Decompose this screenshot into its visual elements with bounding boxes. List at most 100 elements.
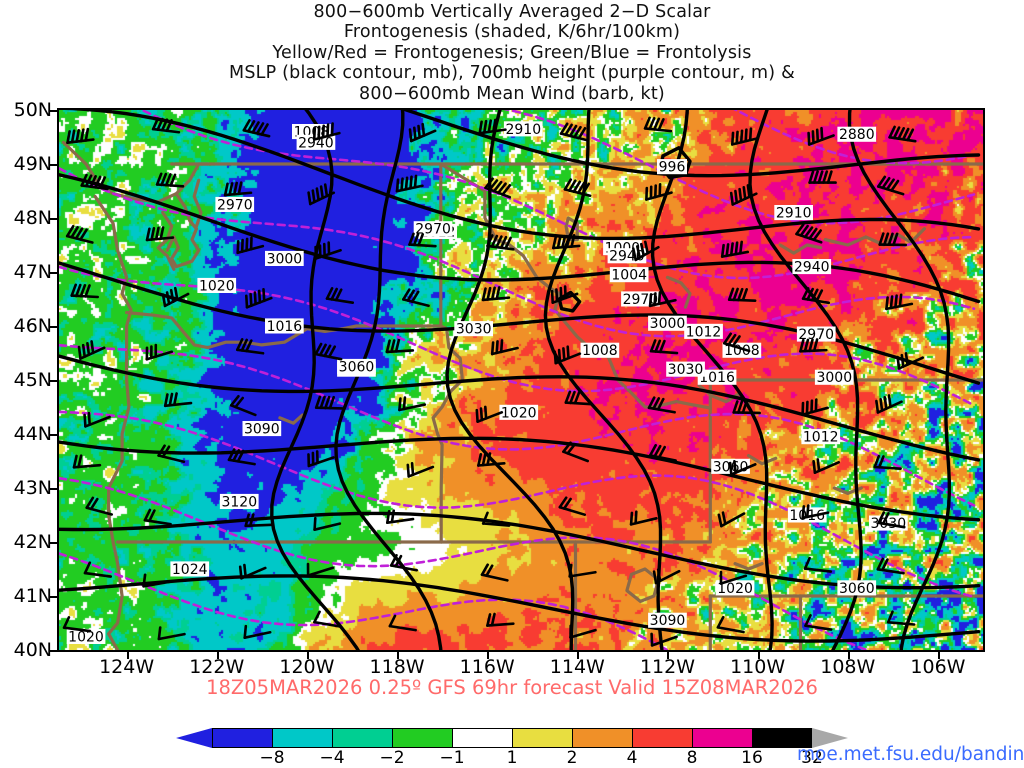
x-axis-tick — [577, 651, 580, 659]
contour-label-halo — [697, 369, 737, 385]
wind-barb-flag — [401, 288, 411, 301]
wind-barb — [85, 496, 114, 516]
wind-barb-flag — [576, 181, 586, 195]
wind-barb-flag — [245, 339, 253, 353]
wind-barb-flag — [412, 232, 420, 247]
wind-barb-flag — [319, 395, 326, 410]
colorbar-segment[interactable] — [452, 728, 512, 748]
colorbar-segments[interactable]: −8 −4 −2 −1 1 2 4 8 16 32 — [176, 728, 848, 768]
wind-barb-flag — [481, 452, 487, 467]
wind-barb-flag — [227, 448, 236, 462]
wind-barb-shaft — [804, 624, 833, 631]
wind-barb-shaft — [803, 567, 833, 573]
colorbar-segment[interactable] — [392, 728, 452, 748]
colorbar-segment[interactable] — [332, 728, 392, 748]
wind-barb-flag — [148, 509, 156, 523]
wind-barb — [385, 509, 415, 525]
wind-barb-flag — [882, 232, 890, 246]
wind-barb-flag — [165, 119, 173, 133]
contour-label-halo — [66, 628, 106, 644]
wind-barb-flag — [879, 397, 884, 412]
wind-barb — [732, 400, 761, 415]
wind-barb-flag — [486, 286, 492, 301]
wind-barb — [722, 332, 751, 353]
wind-barb-shaft — [157, 632, 186, 641]
contour-label-group: 1016 — [265, 318, 304, 335]
wind-barb — [312, 122, 341, 141]
wind-barb-flag — [562, 441, 572, 454]
state-border-line — [431, 324, 464, 544]
wind-barb-flag — [481, 511, 489, 525]
mslp-contour-label: 1024 — [172, 562, 208, 578]
wind-barb-shaft — [313, 522, 342, 532]
y-axis-label: 48N — [13, 207, 52, 229]
colorbar[interactable]: −8 −4 −2 −1 1 2 4 8 16 32 — [176, 728, 848, 768]
y-axis-label: 47N — [13, 261, 52, 283]
colorbar-segment[interactable] — [632, 728, 692, 748]
wind-barb-shaft — [569, 628, 597, 639]
colorbar-segment[interactable] — [752, 728, 812, 748]
wind-barb-flag — [885, 178, 895, 191]
wind-barb — [807, 126, 835, 146]
wind-barb-flag — [728, 461, 733, 476]
height-700mb-contour-label: 2910 — [776, 206, 812, 222]
wind-barb — [480, 563, 509, 582]
wind-barb-flag — [492, 180, 503, 193]
wind-barb-flag — [725, 243, 730, 258]
x-axis-tick — [397, 651, 400, 659]
x-axis-label: 124W — [99, 656, 155, 678]
contour-label-halo — [648, 315, 687, 331]
contour-label-halo — [774, 205, 813, 221]
wind-barb — [83, 561, 113, 578]
wind-barb — [551, 234, 581, 250]
wind-barb-flag — [242, 119, 251, 132]
wind-barb-flag — [748, 127, 753, 142]
wind-barb-flag — [260, 123, 269, 136]
wind-barb — [558, 496, 587, 516]
wind-barb-flag — [652, 117, 661, 131]
wind-barb-flag — [878, 232, 885, 246]
wind-barb-flag — [906, 128, 915, 142]
wind-barb — [716, 615, 745, 634]
contour-label-halo — [413, 221, 453, 237]
state-border-line — [165, 192, 201, 269]
wind-barb-flag — [563, 285, 567, 300]
contour-label-halo — [715, 580, 755, 596]
wind-barb-flag — [877, 455, 885, 469]
wind-barb — [803, 556, 833, 573]
height-700mb-contour-label: 3090 — [244, 422, 280, 438]
contour-label-halo — [503, 121, 543, 137]
wind-barb — [157, 444, 186, 464]
wind-barb — [314, 342, 343, 361]
wind-barb-flag — [803, 338, 810, 353]
wind-barb-flag — [881, 511, 890, 525]
wind-barb-flag — [488, 179, 499, 191]
colorbar-segment[interactable] — [572, 728, 632, 748]
wind-barb-flag — [408, 232, 415, 246]
wind-barb-flag — [83, 561, 92, 575]
wind-barb — [795, 223, 823, 244]
wind-barb-flag — [727, 333, 737, 346]
wind-barb-shaft — [313, 620, 342, 628]
contour-label-group: 2970 — [215, 196, 255, 213]
colorbar-segment[interactable] — [512, 728, 572, 748]
colorbar-tick-label: −2 — [379, 748, 405, 768]
wind-barb-flag — [738, 187, 743, 202]
wind-barb-shaft — [388, 624, 417, 632]
wind-barb — [643, 116, 673, 133]
wind-barb-flag — [656, 568, 662, 583]
wind-barb-flag — [810, 288, 819, 302]
wind-barb-flag — [564, 123, 573, 137]
map-plot-area[interactable]: 9961000100410081008100810121012101210161… — [57, 108, 985, 652]
wind-barb-flag — [79, 284, 87, 298]
colorbar-segment[interactable] — [272, 728, 332, 748]
wind-barb-flag — [232, 448, 240, 462]
wind-barb-flag — [652, 570, 658, 585]
mslp-contour — [334, 110, 443, 650]
x-axis-label: 120W — [279, 656, 335, 678]
colorbar-segment[interactable] — [212, 728, 272, 748]
colorbar-segment[interactable] — [692, 728, 752, 748]
wind-barb-flag — [499, 235, 508, 249]
wind-barb-flag — [634, 510, 638, 525]
wind-barb-flag — [311, 189, 316, 204]
